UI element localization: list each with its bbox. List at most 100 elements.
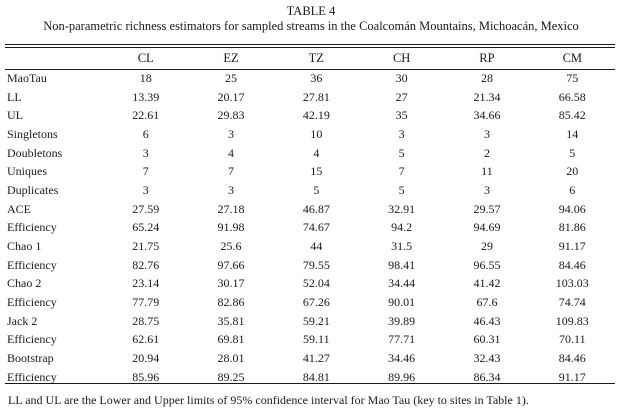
table-cell: 67.6: [476, 295, 498, 310]
table-cell: 98.41: [388, 257, 416, 272]
table-cell: 30: [395, 70, 408, 85]
table-cell: 30.17: [217, 276, 245, 291]
table-cell: 60.31: [473, 332, 501, 347]
table-cell: 103.03: [555, 276, 589, 291]
row-label: ACE: [7, 201, 31, 216]
table-row: ACE 27.59 27.18 46.87 32.91 29.57 94.06: [5, 200, 615, 219]
table-cell: 6: [569, 182, 576, 197]
table-row: Efficiency 82.76 97.66 79.55 98.41 96.55 84.46: [5, 256, 615, 275]
table-cell: 74.67: [302, 220, 330, 235]
table-row: Bootstrap 20.94 28.01 41.27 34.46 32.43 84.46: [5, 349, 615, 368]
row-label: Doubletons: [7, 145, 63, 160]
table-cell: 25: [225, 70, 237, 85]
table-cell: 36: [310, 70, 323, 85]
bottom-rule: [5, 383, 615, 384]
table-cell: 20: [566, 164, 579, 179]
table-row: Efficiency 62.61 69.81 59.11 77.71 60.31 70.11: [5, 331, 615, 350]
row-label: Singletons: [7, 126, 58, 141]
table-cell: 89.96: [388, 369, 416, 384]
table-cell: 5: [569, 145, 576, 160]
table-row: Uniques 7 7 15 7 11 20: [5, 162, 615, 181]
table-cell: 91.17: [558, 239, 586, 254]
table-cell: 109.83: [555, 313, 589, 328]
table-cell: 67.26: [302, 295, 330, 310]
table-cell: 10: [310, 126, 323, 141]
table-cell: 28.01: [217, 351, 245, 366]
table-cell: 7: [142, 164, 149, 179]
table-cell: 18: [139, 70, 152, 85]
table-cell: 31.5: [391, 239, 413, 254]
table-cell: 97.66: [217, 257, 245, 272]
table-cell: 69.81: [217, 332, 245, 347]
header-cell-cl: CL: [137, 51, 154, 65]
row-label: UL: [7, 108, 23, 123]
richness-table: CL EZ TZ CH RP CM MaoTau 18 25 36 30 28 75 LL 13…: [5, 48, 615, 387]
table-cell: 29.83: [217, 108, 245, 123]
table-cell: 89.25: [217, 369, 245, 384]
row-label: Uniques: [7, 164, 47, 179]
table-cell: 27.81: [302, 89, 330, 104]
table-cell: 7: [398, 164, 405, 179]
table-cell: 3: [142, 182, 149, 197]
header-cell-rp: RP: [479, 51, 495, 65]
table-cell: 85.42: [558, 108, 586, 123]
table-cell: 3: [398, 126, 405, 141]
table-cell: 41.27: [302, 351, 330, 366]
table-cell: 81.86: [558, 220, 586, 235]
table-cell: 34.66: [473, 108, 501, 123]
table-row: UL 22.61 29.83 42.19 35 34.66 85.42: [5, 106, 615, 125]
table-cell: 5: [398, 145, 405, 160]
header-cell-ch: CH: [392, 51, 411, 65]
table-cell: 21.75: [132, 239, 160, 254]
table-row: LL 13.39 20.17 27.81 27 21.34 66.58: [5, 88, 615, 107]
table-cell: 85.96: [132, 369, 160, 384]
table-caption: Non-parametric richness estimators for s…: [43, 19, 579, 33]
table-cell: 86.34: [473, 369, 501, 384]
table-row: Singletons 6 3 10 3 3 14: [5, 125, 615, 144]
table-row: Duplicates 3 3 5 5 3 6: [5, 181, 615, 200]
table-cell: 74.74: [558, 295, 586, 310]
table-cell: 35: [395, 108, 408, 123]
top-rule: [5, 44, 615, 45]
table-cell: 70.11: [559, 332, 586, 347]
table-cell: 62.61: [132, 332, 160, 347]
row-label: Efficiency: [7, 295, 57, 310]
table-cell: 91.17: [558, 369, 586, 384]
table-cell: 27.59: [132, 201, 160, 216]
table-cell: 75: [566, 70, 579, 85]
row-label: Chao 2: [7, 276, 42, 291]
table-cell: 25.6: [220, 239, 242, 254]
table-cell: 90.01: [388, 295, 416, 310]
row-label: Efficiency: [7, 332, 57, 347]
row-label: Efficiency: [7, 369, 57, 384]
table-cell: 3: [228, 126, 234, 141]
table-cell: 4: [228, 145, 234, 160]
table-cell: 29.57: [473, 201, 501, 216]
table-body: MaoTau 18 25 36 30 28 75 LL 13.39 20.17 27.81 27 21.…: [5, 69, 615, 387]
table-cell: 84.46: [558, 351, 586, 366]
table-cell: 84.81: [302, 369, 330, 384]
table-cell: 27.18: [217, 201, 245, 216]
table-cell: 27: [395, 89, 408, 104]
table-row: Jack 2 28.75 35.81 59.21 39.89 46.43 109.83: [5, 312, 615, 331]
table-cell: 77.79: [132, 295, 160, 310]
table-cell: 46.43: [473, 313, 501, 328]
table-row: Efficiency 85.96 89.25 84.81 89.96 86.34 91.17: [5, 368, 615, 387]
header-cell-tz: TZ: [308, 51, 324, 65]
row-label: Jack 2: [7, 313, 38, 328]
table-cell: 79.55: [302, 257, 330, 272]
table-row: Chao 1 21.75 25.6 44 31.5 29 91.17: [5, 237, 615, 256]
table-row: Doubletons 3 4 4 5 2 5: [5, 144, 615, 163]
table-cell: 66.58: [558, 89, 586, 104]
row-label: Efficiency: [7, 257, 57, 272]
table-cell: 34.44: [388, 276, 416, 291]
table-cell: 3: [483, 126, 490, 141]
header-cell-cm: CM: [562, 51, 583, 65]
table-cell: 20.94: [132, 351, 160, 366]
table-cell: 3: [483, 182, 490, 197]
header-row: CL EZ TZ CH RP CM: [5, 48, 615, 69]
table-cell: 39.89: [388, 313, 416, 328]
table-cell: 21.34: [473, 89, 501, 104]
row-label: MaoTau: [7, 70, 47, 85]
row-label: Efficiency: [7, 220, 57, 235]
